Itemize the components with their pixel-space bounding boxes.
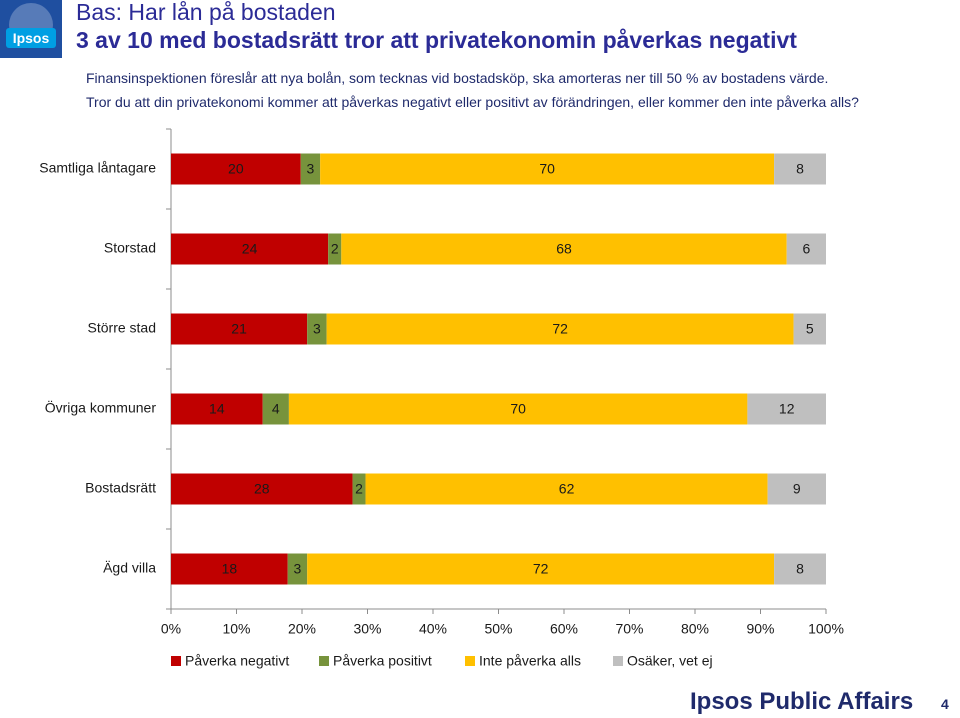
bar-segment [328, 233, 342, 265]
data-label: 70 [510, 401, 526, 417]
x-tick-label: 70% [615, 621, 643, 637]
bar-segment [326, 313, 794, 345]
footer-brand: Ipsos Public Affairs [690, 688, 914, 715]
legend-label: Osäker, vet ej [627, 653, 713, 669]
data-label: 3 [294, 561, 302, 577]
x-tick-label: 60% [550, 621, 578, 637]
category-label: Större stad [88, 320, 156, 336]
legend-swatch [465, 656, 475, 666]
x-tick-label: 10% [222, 621, 250, 637]
slide-base-title: Bas: Har lån på bostaden [76, 0, 336, 25]
legend-label: Påverka positivt [333, 653, 432, 669]
bar-segment [171, 313, 308, 345]
slide-headline: 3 av 10 med bostadsrätt tror att private… [76, 27, 797, 53]
legend-label: Inte påverka alls [479, 653, 581, 669]
stacked-bar-chart: 0% 10% 20% 30% 40% 50% 60% 70% 80% 90% 100% Samtlig… [39, 128, 844, 669]
x-tick-label: 90% [746, 621, 774, 637]
bar-segment [767, 473, 826, 505]
bar-segment [774, 153, 826, 185]
x-tick-label: 30% [353, 621, 381, 637]
x-tick-label: 0% [161, 621, 181, 637]
bar-segment [171, 233, 329, 265]
data-label: 3 [307, 161, 315, 177]
data-label: 4 [272, 401, 280, 417]
ipsos-logo: Ipsos [0, 0, 62, 58]
bar-segment [262, 393, 289, 425]
data-label: 9 [793, 481, 801, 497]
legend-swatch [613, 656, 623, 666]
data-label: 18 [222, 561, 238, 577]
bar-segment [307, 313, 327, 345]
bar-segment [365, 473, 768, 505]
legend-label: Påverka negativt [185, 653, 289, 669]
bar-segment [747, 393, 826, 425]
data-label: 72 [533, 561, 549, 577]
data-label: 2 [331, 241, 339, 257]
bar-segment [341, 233, 787, 265]
data-label: 70 [539, 161, 555, 177]
question-text: Tror du att din privatekonomi kommer att… [86, 94, 859, 110]
bar-segment [171, 153, 301, 185]
data-label: 28 [254, 481, 270, 497]
category-label: Ägd villa [103, 560, 156, 576]
data-label: 12 [779, 401, 795, 417]
x-tick-label: 50% [484, 621, 512, 637]
data-label: 20 [228, 161, 244, 177]
bar-segment [793, 313, 826, 345]
x-tick-label: 20% [288, 621, 316, 637]
data-label: 62 [559, 481, 575, 497]
data-label: 72 [552, 321, 568, 337]
category-label: Storstad [104, 240, 156, 256]
bar-segment [307, 553, 775, 585]
data-label: 14 [209, 401, 225, 417]
bar-segment [288, 393, 748, 425]
data-label: 68 [556, 241, 572, 257]
bar-segment [171, 553, 288, 585]
bar-segment [786, 233, 826, 265]
data-label: 6 [802, 241, 810, 257]
data-label: 5 [806, 321, 814, 337]
bar-segment [320, 153, 775, 185]
legend-swatch [171, 656, 181, 666]
question-context: Finansinspektionen föreslår att nya bolå… [86, 70, 829, 86]
bar-segment [352, 473, 366, 505]
x-tick-label: 100% [808, 621, 844, 637]
bar-segment [287, 553, 308, 585]
category-label: Övriga kommuner [45, 399, 157, 416]
data-label: 8 [796, 561, 804, 577]
logo-text: Ipsos [13, 30, 50, 46]
x-tick-label: 40% [419, 621, 447, 637]
category-label: Bostadsrätt [85, 480, 156, 496]
bar-segment [300, 153, 321, 185]
page-number: 4 [941, 696, 949, 712]
bar-segment [774, 553, 826, 585]
category-label: Samtliga låntagare [39, 160, 156, 176]
data-label: 2 [355, 481, 363, 497]
data-label: 3 [313, 321, 321, 337]
x-tick-label: 80% [681, 621, 709, 637]
legend-swatch [319, 656, 329, 666]
data-label: 21 [231, 321, 247, 337]
ipsos-logo-icon: Ipsos [0, 0, 62, 58]
data-label: 24 [242, 241, 258, 257]
bar-segment [171, 393, 263, 425]
bar-segment [171, 473, 353, 505]
data-label: 8 [796, 161, 804, 177]
